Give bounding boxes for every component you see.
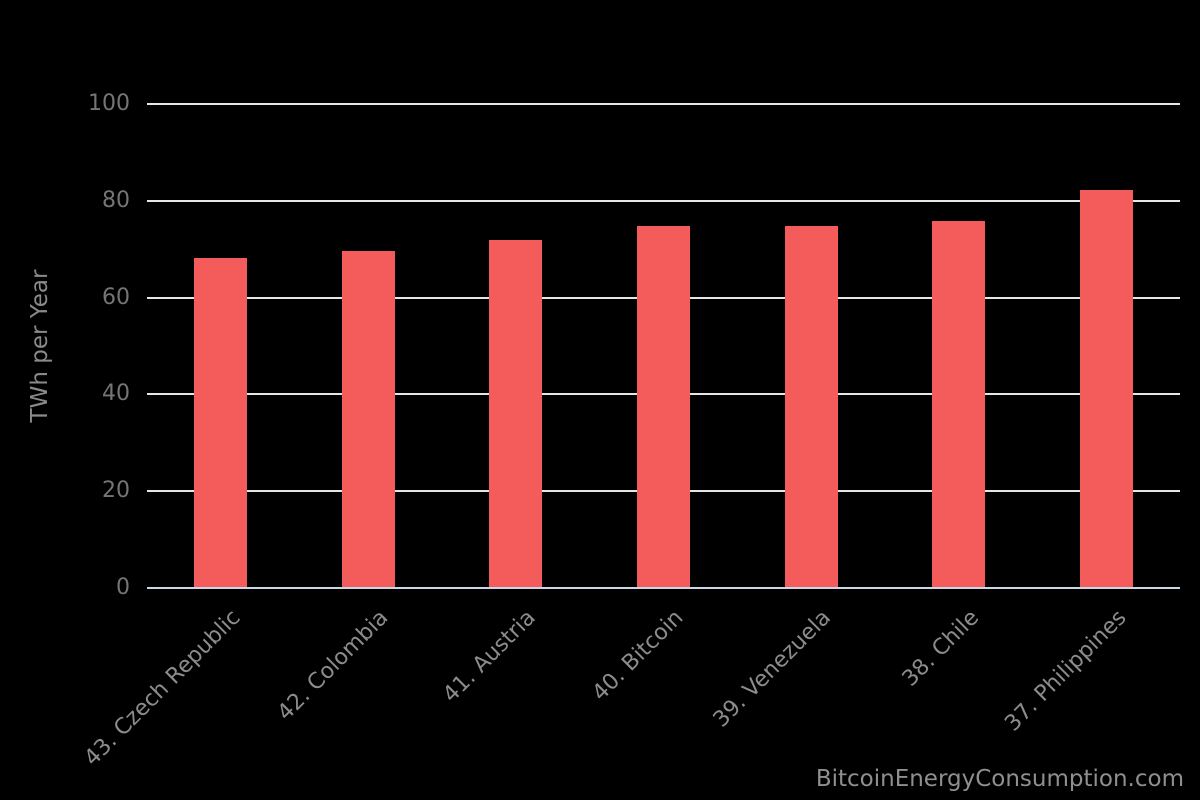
bar-austria[interactable] (489, 239, 543, 587)
x-category-label: 38. Chile (897, 605, 984, 692)
x-axis-line (147, 587, 1180, 589)
y-tick-label-20: 20 (102, 478, 130, 504)
y-tick-label-40: 40 (102, 381, 130, 407)
bar-czech-republic[interactable] (194, 257, 248, 587)
bar-bitcoin[interactable] (637, 226, 690, 587)
y-tick-label-100: 100 (88, 91, 130, 116)
bar-chile[interactable] (932, 220, 986, 587)
x-category-label: 40. Bitcoin (587, 605, 689, 707)
y-tick-label-60: 60 (102, 284, 130, 310)
y-tick-label-80: 80 (102, 187, 130, 213)
x-category-label: 43. Czech Republic (79, 605, 246, 772)
bar-colombia[interactable] (341, 250, 395, 587)
x-category-label: 37. Philippines (1000, 605, 1132, 737)
gridline-80 (147, 199, 1180, 202)
plot-area (147, 103, 1180, 589)
x-category-label: 41. Austria (438, 605, 541, 708)
bar-philippines[interactable] (1079, 190, 1133, 587)
y-tick-label-0: 0 (116, 575, 130, 600)
watermark: BitcoinEnergyConsumption.com (815, 766, 1184, 792)
gridline-100 (147, 103, 1180, 105)
bar-venezuela[interactable] (784, 226, 838, 587)
x-category-label: 42. Colombia (272, 605, 394, 726)
x-category-label: 39. Venezuela (708, 605, 837, 733)
